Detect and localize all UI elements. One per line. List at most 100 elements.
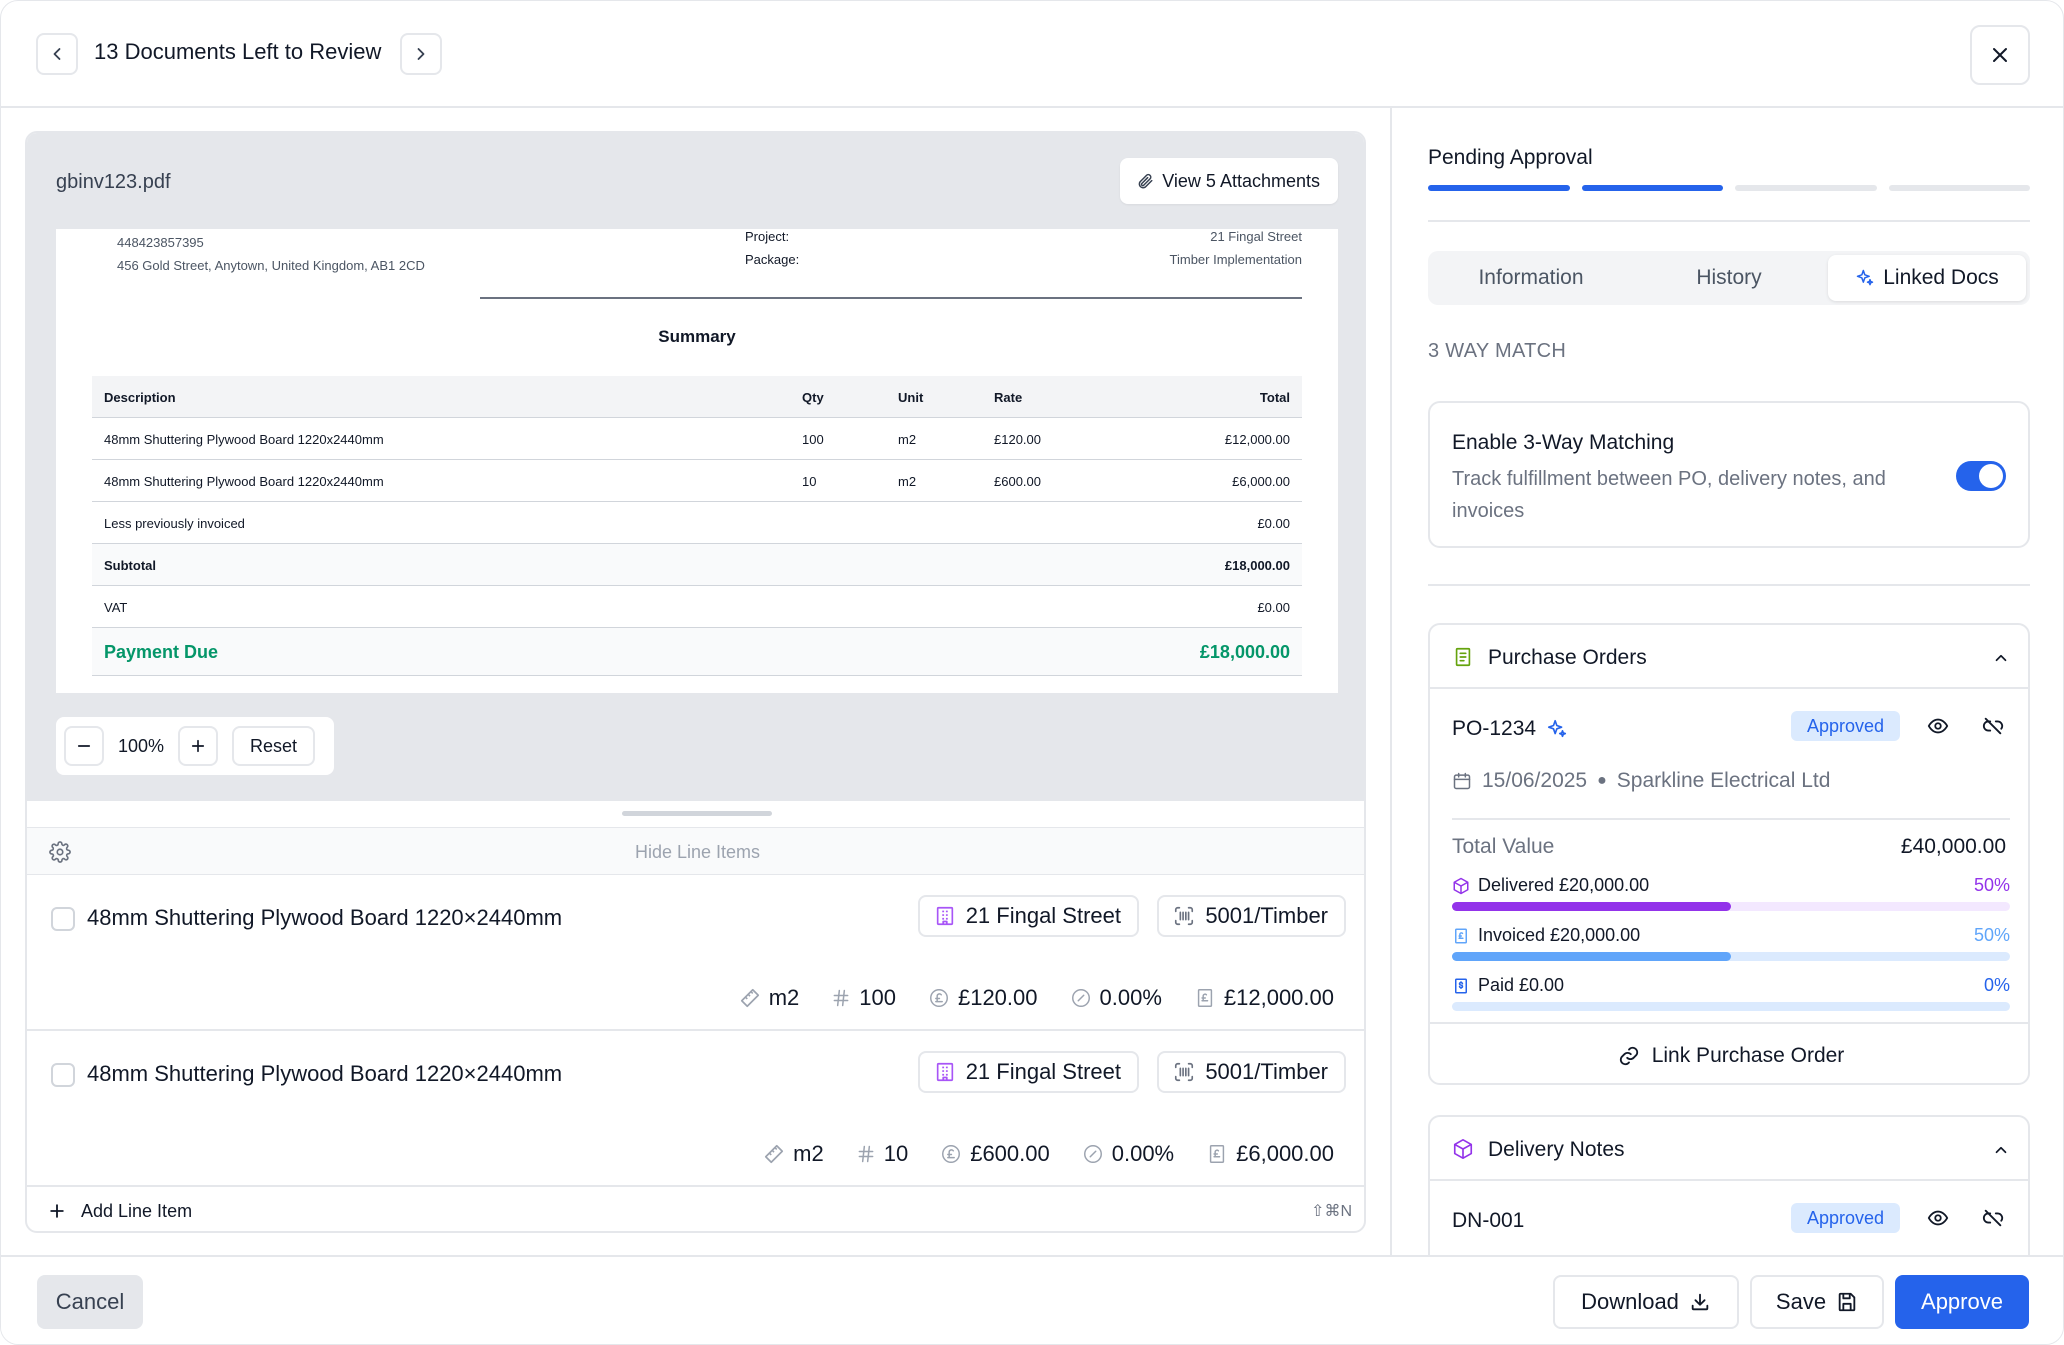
delivered-progress: Delivered £20,000.00 50% — [1452, 873, 2010, 911]
quantity-field[interactable]: 100 — [831, 985, 896, 1011]
sparkle-icon — [1547, 719, 1567, 738]
hash-icon — [858, 1145, 874, 1163]
cost-code-label: 5001/Timber — [1205, 903, 1328, 928]
po-number[interactable]: PO-1234 — [1452, 717, 1568, 741]
paperclip-icon — [1138, 173, 1153, 189]
cost-code-tag[interactable]: 5001/Timber — [1157, 895, 1346, 937]
view-dn-button[interactable] — [1927, 1207, 1949, 1229]
dn-number-label: DN-001 — [1452, 1209, 1525, 1232]
dn-number[interactable]: DN-001 — [1452, 1209, 1524, 1233]
zoom-controls: 100% Reset — [56, 717, 334, 775]
approve-button[interactable]: Approve — [1895, 1275, 2029, 1329]
project-tag[interactable]: 21 Fingal Street — [917, 895, 1139, 937]
add-line-item-button[interactable]: Add Line Item ⇧⌘N — [27, 1187, 1364, 1231]
vat-label: VAT — [104, 600, 128, 615]
line-item-settings-button[interactable] — [49, 841, 71, 863]
close-button[interactable] — [1970, 25, 2030, 85]
total-field[interactable]: £12,000.00 — [1194, 985, 1334, 1011]
vat-value: £0.00 — [1257, 600, 1290, 615]
subtotal-value: £18,000.00 — [1224, 558, 1290, 573]
row-qty: 10 — [802, 474, 817, 489]
documents-left-title: 13 Documents Left to Review — [94, 39, 382, 64]
delivered-percent: 50% — [1973, 875, 2010, 895]
summary-title: Summary — [658, 327, 736, 346]
delivered-label: Delivered £20,000.00 — [1478, 875, 1650, 895]
enable-matching-description: Track fulfillment between PO, delivery n… — [1452, 468, 1886, 522]
rate-field[interactable]: £120.00 — [928, 985, 1038, 1011]
tab-linked-docs[interactable]: Linked Docs — [1828, 255, 2026, 301]
tax-field[interactable]: 0.00% — [1070, 985, 1162, 1011]
save-button[interactable]: Save — [1750, 1275, 1884, 1329]
table-row: 48mm Shuttering Plywood Board 1220x2440m… — [92, 460, 1302, 502]
unlink-dn-button[interactable] — [1982, 1207, 2004, 1229]
line-item-title: 48mm Shuttering Plywood Board 1220×2440m… — [87, 1061, 563, 1086]
enable-matching-card: Enable 3-Way Matching Track fulfillment … — [1428, 401, 2030, 548]
project-tag[interactable]: 21 Fingal Street — [917, 1051, 1139, 1093]
zoom-out-button[interactable] — [64, 726, 104, 766]
unit-value: m2 — [768, 985, 800, 1010]
package-value: Timber Implementation — [1169, 252, 1302, 267]
tab-information[interactable]: Information — [1432, 255, 1630, 301]
download-icon — [1691, 1293, 1709, 1311]
invoiced-label: Invoiced £20,000.00 — [1478, 925, 1641, 945]
project-tag-label: 21 Fingal Street — [965, 903, 1121, 928]
save-icon — [1838, 1292, 1856, 1312]
column-description: Description — [104, 390, 176, 405]
po-meta: 15/06/2025 ● Sparkline Electrical Ltd — [1452, 769, 1830, 793]
delivery-notes-header[interactable]: Delivery Notes — [1430, 1117, 2028, 1181]
quantity-value: 100 — [859, 985, 896, 1010]
resize-handle[interactable] — [622, 811, 772, 816]
delivered-bar-fill — [1452, 902, 1731, 911]
invoiced-bar — [1452, 952, 2010, 961]
sidebar-tabs: Information History Linked Docs — [1428, 251, 2030, 305]
tab-history[interactable]: History — [1630, 255, 1828, 301]
approval-status: Pending Approval — [1428, 146, 1593, 169]
line-item-checkbox[interactable] — [51, 1063, 75, 1087]
toggle-knob — [1979, 464, 2003, 488]
paid-label: Paid £0.00 — [1478, 975, 1565, 995]
line-item-checkbox[interactable] — [51, 907, 75, 931]
percent-circle-icon — [1071, 989, 1090, 1007]
enable-matching-toggle[interactable] — [1956, 461, 2006, 491]
line-item-meta: m2 10 £600.00 0.00% £6,000.00 — [763, 1141, 1334, 1167]
next-document-button[interactable] — [400, 33, 442, 75]
previous-document-button[interactable] — [36, 33, 78, 75]
link-icon — [1619, 1046, 1638, 1065]
purchase-orders-card: Purchase Orders PO-1234 Approved 15/06/2… — [1428, 623, 2030, 1085]
quantity-field[interactable]: 10 — [856, 1141, 908, 1167]
cost-code-tag[interactable]: 5001/Timber — [1157, 1051, 1346, 1093]
hide-line-items-button[interactable]: Hide Line Items — [634, 842, 761, 862]
file-name: gbinv123.pdf — [56, 171, 171, 193]
view-attachments-button[interactable]: View 5 Attachments — [1120, 158, 1338, 204]
purchase-orders-title: Purchase Orders — [1488, 646, 1647, 669]
po-supplier: Sparkline Electrical Ltd — [1616, 769, 1831, 792]
view-po-button[interactable] — [1927, 715, 1949, 737]
divider — [1428, 220, 2030, 222]
less-invoiced-label: Less previously invoiced — [104, 516, 245, 531]
line-item: 48mm Shuttering Plywood Board 1220×2440m… — [27, 875, 1364, 1031]
save-label: Save — [1775, 1289, 1827, 1314]
package-icon — [1453, 877, 1469, 894]
unit-field[interactable]: m2 — [763, 1141, 824, 1167]
details-sidebar: Pending Approval Information History Lin… — [1390, 108, 2063, 1255]
document-list-icon — [1455, 647, 1471, 667]
row-qty: 100 — [802, 432, 824, 447]
unit-field[interactable]: m2 — [739, 985, 800, 1011]
purchase-orders-header[interactable]: Purchase Orders — [1430, 625, 2028, 689]
unlink-po-button[interactable] — [1982, 715, 2004, 737]
link-purchase-order-button[interactable]: Link Purchase Order — [1430, 1022, 2028, 1083]
tax-field[interactable]: 0.00% — [1082, 1141, 1174, 1167]
hash-icon — [833, 989, 849, 1007]
divider — [1452, 818, 2010, 820]
building-icon — [936, 1062, 953, 1082]
rate-field[interactable]: £600.00 — [940, 1141, 1050, 1167]
zoom-in-button[interactable] — [178, 726, 218, 766]
download-button[interactable]: Download — [1553, 1275, 1739, 1329]
cancel-button[interactable]: Cancel — [37, 1275, 143, 1329]
invoice-icon — [1455, 928, 1467, 943]
reset-zoom-button[interactable]: Reset — [232, 726, 316, 766]
tax-value: 0.00% — [1111, 1141, 1175, 1166]
supplier-address: 456 Gold Street, Anytown, United Kingdom… — [117, 258, 425, 273]
total-field[interactable]: £6,000.00 — [1206, 1141, 1334, 1167]
line-item-title: 48mm Shuttering Plywood Board 1220×2440m… — [87, 905, 563, 930]
